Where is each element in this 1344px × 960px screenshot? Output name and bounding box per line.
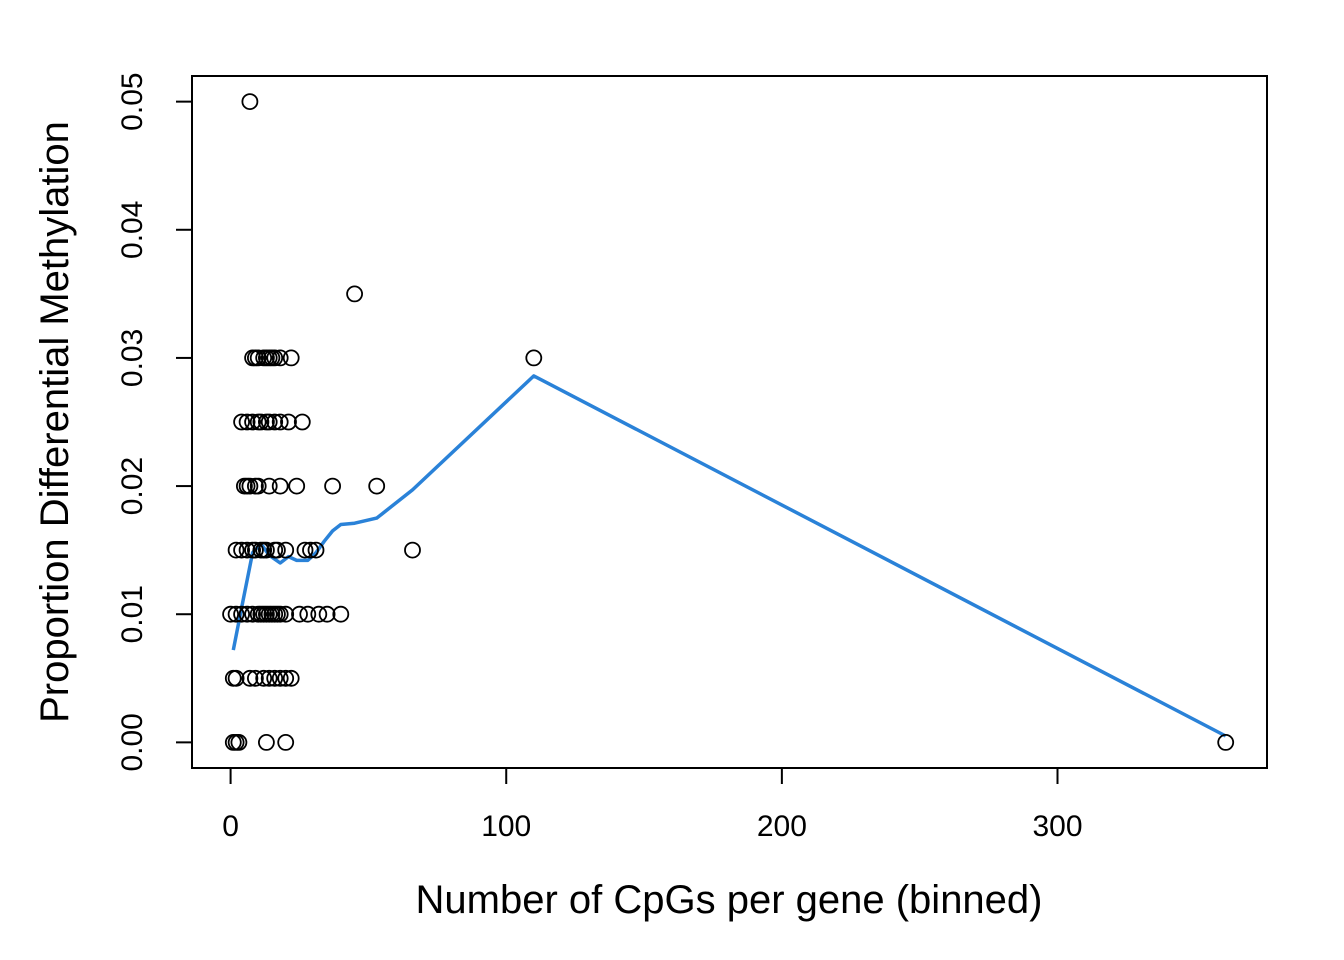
- y-axis-title: Proportion Differential Methylation: [33, 121, 77, 723]
- data-point: [260, 413, 278, 431]
- data-point: [332, 605, 350, 623]
- data-point: [368, 477, 386, 495]
- data-point: [291, 605, 308, 623]
- data-point: [282, 669, 300, 687]
- data-point: [244, 605, 262, 623]
- data-point: [525, 349, 543, 367]
- data-point: [271, 477, 289, 495]
- y-tick-label: 0.02: [116, 457, 149, 515]
- x-tick-label: 100: [481, 810, 531, 843]
- data-point: [260, 477, 278, 495]
- data-point: [227, 541, 245, 559]
- data-point: [299, 605, 317, 623]
- data-point: [249, 349, 267, 367]
- data-point: [266, 669, 284, 687]
- x-tick-label: 0: [222, 810, 239, 843]
- data-point: [222, 605, 240, 623]
- data-point: [277, 669, 295, 687]
- data-point: [302, 541, 319, 559]
- data-point: [277, 605, 295, 623]
- y-tick-label: 0.05: [116, 72, 149, 130]
- data-points-layer: [222, 93, 1235, 751]
- data-point: [277, 734, 295, 751]
- data-point: [252, 413, 270, 431]
- x-axis-title: Number of CpGs per gene (binned): [416, 878, 1043, 922]
- x-tick-label: 200: [757, 810, 807, 843]
- data-point: [271, 605, 289, 623]
- y-axis: 0.00 0.01 0.02 0.03 0.04 0.05: [116, 72, 193, 772]
- data-point: [257, 541, 275, 559]
- data-point: [324, 477, 342, 495]
- data-point: [230, 734, 248, 751]
- data-point: [318, 605, 336, 623]
- data-point: [280, 413, 297, 431]
- data-point: [288, 477, 306, 495]
- data-point: [346, 285, 364, 303]
- data-point: [233, 413, 251, 431]
- data-point: [241, 93, 259, 110]
- data-point: [257, 734, 275, 751]
- data-point: [266, 413, 284, 431]
- x-tick-label: 300: [1032, 810, 1082, 843]
- data-point: [241, 669, 259, 687]
- data-point: [227, 605, 245, 623]
- data-point: [271, 669, 289, 687]
- data-point: [260, 669, 278, 687]
- data-point: [307, 541, 325, 559]
- data-point: [271, 349, 289, 367]
- data-point: [293, 413, 311, 431]
- data-point: [233, 605, 251, 623]
- data-point: [238, 413, 256, 431]
- data-point: [246, 541, 264, 559]
- data-point: [277, 541, 295, 559]
- data-point: [227, 669, 245, 687]
- data-point: [268, 541, 286, 559]
- y-tick-label: 0.01: [116, 585, 149, 643]
- data-point: [238, 605, 256, 623]
- data-point: [1217, 734, 1235, 751]
- data-point: [310, 605, 328, 623]
- data-point: [241, 477, 259, 495]
- data-point: [249, 477, 267, 495]
- data-point: [404, 541, 421, 559]
- data-point: [233, 541, 251, 559]
- data-point: [255, 669, 273, 687]
- data-point: [282, 349, 300, 367]
- data-point: [271, 413, 289, 431]
- data-point: [296, 541, 314, 559]
- data-point: [266, 349, 284, 367]
- x-axis: 0 100 200 300: [222, 767, 1083, 843]
- y-tick-label: 0.03: [116, 329, 149, 387]
- y-tick-label: 0.04: [116, 201, 149, 259]
- y-tick-label: 0.00: [116, 713, 149, 771]
- data-point: [244, 413, 262, 431]
- data-point: [246, 669, 264, 687]
- data-point: [238, 541, 256, 559]
